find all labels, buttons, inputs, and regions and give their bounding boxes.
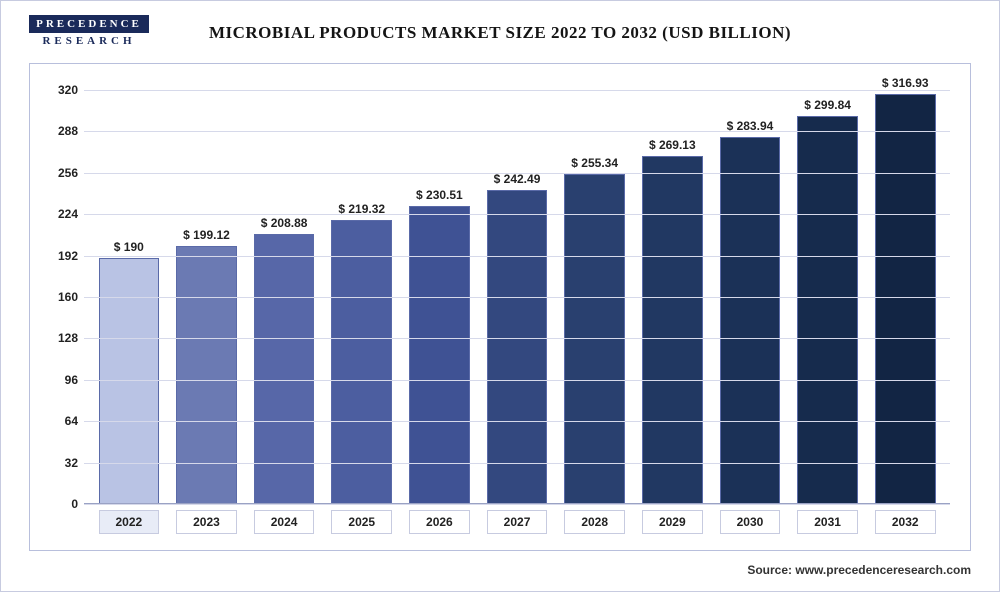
- x-tick-label: 2023: [176, 510, 237, 534]
- y-tick-label: 192: [38, 249, 84, 263]
- x-tick-label: 2027: [487, 510, 548, 534]
- x-tick: 2029: [633, 510, 711, 538]
- y-tick-label: 160: [38, 290, 84, 304]
- x-tick-label: 2026: [409, 510, 470, 534]
- bar-value-label: $ 299.84: [804, 98, 851, 112]
- bar-value-label: $ 208.88: [261, 216, 308, 230]
- x-tick: 2024: [245, 510, 323, 538]
- page-root: PRECEDENCE RESEARCH MICROBIAL PRODUCTS M…: [0, 0, 1000, 592]
- y-tick-label: 64: [38, 414, 84, 428]
- y-tick-label: 0: [38, 497, 84, 511]
- bar: [642, 156, 703, 504]
- x-tick-label: 2029: [642, 510, 703, 534]
- x-tick: 2022: [90, 510, 168, 538]
- y-tick-label: 128: [38, 331, 84, 345]
- x-tick-label: 2028: [564, 510, 625, 534]
- x-tick-label: 2030: [720, 510, 781, 534]
- bar: [409, 206, 470, 504]
- bar: [487, 190, 548, 504]
- grid-line: [84, 256, 950, 257]
- grid-line: [84, 297, 950, 298]
- y-tick-label: 32: [38, 456, 84, 470]
- chart-container: $ 190$ 199.12$ 208.88$ 219.32$ 230.51$ 2…: [29, 63, 971, 551]
- source-attribution: Source: www.precedenceresearch.com: [747, 563, 971, 577]
- plot-area: $ 190$ 199.12$ 208.88$ 219.32$ 230.51$ 2…: [84, 90, 950, 504]
- x-tick-label: 2022: [99, 510, 160, 534]
- x-tick-label: 2032: [875, 510, 936, 534]
- x-axis: 2022 2023 2024 2025 2026 2027 2028 2029 2030 2031…: [84, 510, 950, 538]
- grid-line: [84, 421, 950, 422]
- grid-line: [84, 173, 950, 174]
- bar-value-label: $ 242.49: [494, 172, 541, 186]
- bar: [797, 116, 858, 504]
- y-tick-label: 96: [38, 373, 84, 387]
- bar-value-label: $ 230.51: [416, 188, 463, 202]
- y-tick-label: 256: [38, 166, 84, 180]
- y-tick-label: 288: [38, 124, 84, 138]
- x-tick-label: 2024: [254, 510, 315, 534]
- x-tick: 2028: [556, 510, 634, 538]
- bar: [176, 246, 237, 504]
- x-tick-label: 2031: [797, 510, 858, 534]
- grid-line: [84, 504, 950, 505]
- chart-title: MICROBIAL PRODUCTS MARKET SIZE 2022 TO 2…: [1, 23, 999, 43]
- bar: [720, 137, 781, 504]
- x-tick: 2025: [323, 510, 401, 538]
- x-tick: 2027: [478, 510, 556, 538]
- bar-value-label: $ 255.34: [571, 156, 618, 170]
- bar-value-label: $ 269.13: [649, 138, 696, 152]
- bar: [331, 220, 392, 504]
- x-tick-label: 2025: [331, 510, 392, 534]
- x-tick: 2026: [401, 510, 479, 538]
- grid-line: [84, 380, 950, 381]
- x-tick: 2030: [711, 510, 789, 538]
- x-tick: 2032: [866, 510, 944, 538]
- y-tick-label: 320: [38, 83, 84, 97]
- bar: [875, 94, 936, 504]
- grid-line: [84, 338, 950, 339]
- bar-value-label: $ 316.93: [882, 76, 929, 90]
- grid-line: [84, 214, 950, 215]
- y-tick-label: 224: [38, 207, 84, 221]
- bar-value-label: $ 190: [114, 240, 144, 254]
- bar: [99, 258, 160, 504]
- x-tick: 2031: [789, 510, 867, 538]
- x-tick: 2023: [168, 510, 246, 538]
- grid-line: [84, 90, 950, 91]
- grid-line: [84, 463, 950, 464]
- bar-value-label: $ 199.12: [183, 228, 230, 242]
- grid-line: [84, 131, 950, 132]
